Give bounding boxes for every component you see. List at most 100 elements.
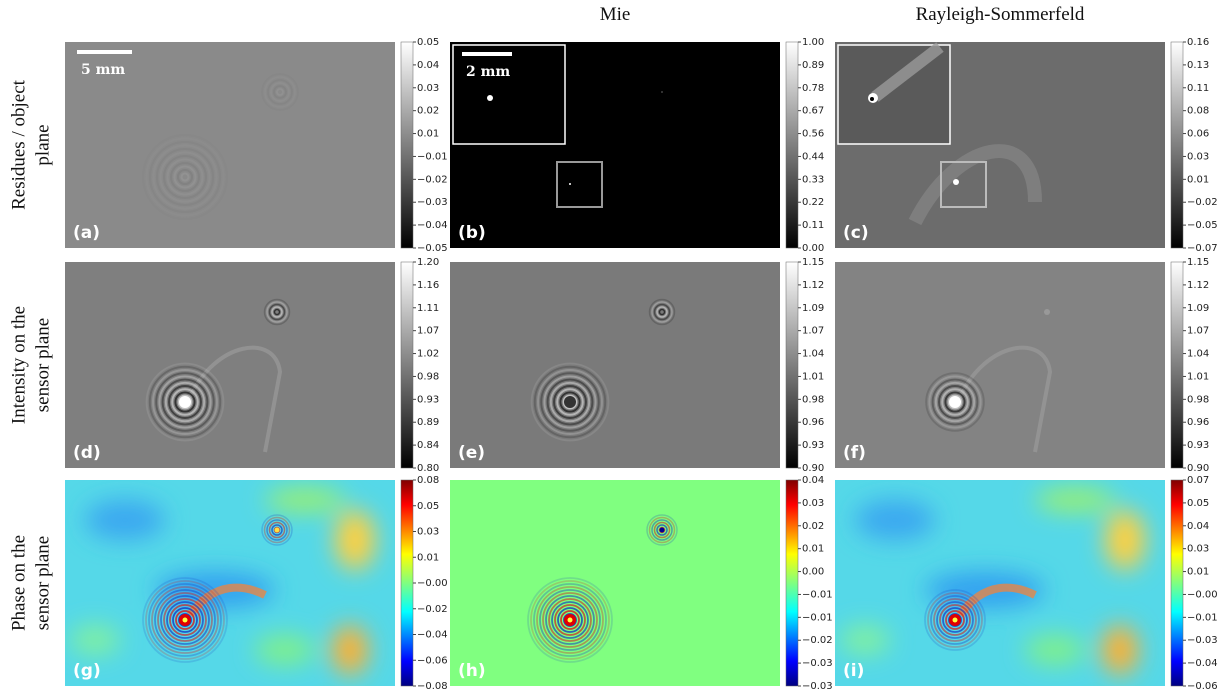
fringe	[651, 519, 673, 541]
fringe	[271, 524, 283, 536]
dot	[487, 95, 493, 101]
colorbar-label: 0.13	[1187, 60, 1209, 71]
fringe	[169, 161, 201, 193]
colorbar-label: −0.07	[1187, 243, 1218, 254]
fringe	[658, 308, 666, 316]
fringe	[159, 151, 211, 203]
panel-label: (a)	[73, 223, 100, 243]
blob	[70, 625, 120, 655]
fringe	[148, 140, 222, 214]
trail	[188, 345, 283, 453]
fringe	[273, 85, 287, 99]
colorbar-label: 0.02	[417, 106, 439, 117]
fringe	[164, 381, 206, 423]
colorbar-label: −0.01	[802, 612, 833, 623]
fringe	[549, 381, 591, 423]
blob	[1035, 488, 1115, 512]
fringe	[148, 365, 222, 439]
inset	[452, 44, 566, 145]
panel-image: (i)	[835, 480, 1165, 686]
fringe	[928, 375, 982, 429]
fringe	[268, 521, 286, 539]
fringe	[145, 137, 225, 217]
fringe	[533, 365, 607, 439]
colorbar-label: 0.67	[802, 106, 824, 117]
fringe	[263, 516, 291, 544]
blob	[335, 510, 375, 570]
colorbar-label: 0.03	[1187, 544, 1209, 555]
fringe	[270, 82, 290, 102]
colorbar-label: −0.08	[417, 681, 448, 690]
fringe	[530, 362, 610, 442]
trail	[871, 42, 944, 102]
image	[835, 480, 1165, 686]
blob	[332, 625, 368, 675]
colorbar-label: 0.96	[1187, 417, 1209, 428]
fringe	[148, 583, 222, 657]
colorbar-label: 0.78	[802, 83, 824, 94]
fringe	[163, 598, 207, 642]
colorbar	[1170, 261, 1184, 469]
colorbar	[400, 261, 414, 469]
fringe	[155, 147, 215, 207]
panel-label: (b)	[458, 223, 486, 243]
fringe	[925, 372, 985, 432]
colorbar-label: 0.01	[1187, 174, 1209, 185]
colorbar-label: 0.05	[417, 501, 439, 512]
blob	[1025, 635, 1085, 665]
core	[659, 527, 665, 533]
fringe	[944, 391, 966, 413]
column-title: Mie	[600, 4, 631, 25]
fringe	[554, 604, 586, 636]
fringe	[553, 385, 587, 419]
image	[835, 42, 1165, 248]
fringe	[266, 519, 288, 541]
fringe	[162, 154, 208, 200]
fringe	[556, 388, 584, 416]
colorbar-label: 0.00	[802, 567, 824, 578]
colorbar-label: −0.00	[417, 578, 448, 589]
image	[835, 262, 1165, 468]
trail	[956, 583, 1037, 618]
fringe	[261, 514, 293, 546]
background	[835, 262, 1165, 468]
core	[952, 617, 958, 623]
colorbar-label: 1.07	[417, 326, 439, 337]
background	[450, 262, 780, 468]
colorbar	[785, 479, 799, 687]
fringe	[145, 362, 225, 442]
fringe	[261, 73, 299, 111]
blob	[1102, 625, 1138, 675]
panel-label: (g)	[73, 661, 101, 681]
colorbar-label: 0.06	[1187, 129, 1209, 140]
trail	[958, 345, 1053, 453]
colorbar-label: 0.03	[417, 83, 439, 94]
colorbar-label: 1.09	[802, 303, 824, 314]
fringe	[559, 391, 581, 413]
image	[450, 262, 780, 468]
inset	[837, 44, 951, 145]
fringe	[276, 88, 284, 96]
panel-label: (c)	[843, 223, 869, 243]
fringe	[166, 601, 204, 639]
panel-image: (f)	[835, 262, 1165, 468]
colorbar-label: 1.04	[802, 349, 824, 360]
fringe	[942, 607, 968, 633]
fringe	[176, 168, 194, 186]
fringe	[536, 586, 604, 654]
colorbar-label: 0.33	[802, 174, 824, 185]
colorbar-label: −0.02	[802, 635, 833, 646]
row-label: sensor plane	[32, 318, 53, 412]
fringe	[168, 385, 202, 419]
colorbar-label: −0.04	[417, 630, 448, 641]
colorbar-label: 0.93	[417, 394, 439, 405]
fringe	[648, 516, 676, 544]
colorbar-label: 0.98	[802, 394, 824, 405]
blob	[855, 500, 935, 540]
panel-image: (b) 2 mm	[450, 42, 780, 248]
fringe	[933, 598, 977, 642]
fringe	[546, 378, 594, 426]
fringe	[145, 580, 225, 660]
fringe	[271, 306, 283, 318]
